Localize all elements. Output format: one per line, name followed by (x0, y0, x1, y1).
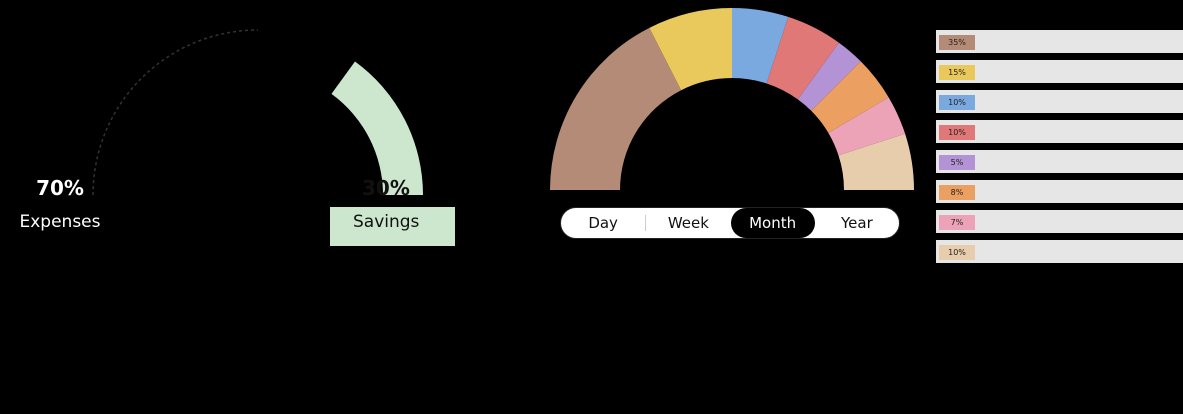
legend-swatch: 7% (939, 215, 975, 230)
category-breakdown-gauge (550, 8, 915, 191)
savings-label-box (330, 207, 455, 246)
legend-item: 8% (936, 180, 1183, 203)
tab-week[interactable]: Week (667, 214, 709, 232)
donut-segment (828, 97, 906, 156)
legend-item: 7% (936, 210, 1183, 233)
legend-item: 10% (936, 120, 1183, 143)
legend-swatch: 10% (939, 95, 975, 110)
legend-item: 10% (936, 240, 1183, 263)
legend-swatch: 10% (939, 125, 975, 140)
legend-item: 35% (936, 30, 1183, 53)
savings-percent: 30% (362, 176, 410, 200)
tab-month[interactable]: Month (730, 208, 815, 238)
donut-segment (732, 8, 789, 84)
legend-item: 10% (936, 90, 1183, 113)
legend-swatch: 5% (939, 155, 975, 170)
tab-year[interactable]: Year (840, 214, 873, 232)
donut-segment (811, 61, 889, 133)
legend-item: 5% (936, 150, 1183, 173)
period-tabs: Day Week Month Year (560, 207, 900, 239)
expenses-label: Expenses (19, 212, 101, 232)
legend-swatch: 10% (939, 245, 975, 260)
savings-label: Savings (353, 212, 420, 232)
expenses-savings-gauge (92, 29, 423, 196)
gauge-segment-savings (331, 61, 423, 196)
legend-swatch: 8% (939, 185, 975, 200)
tab-day[interactable]: Day (588, 214, 618, 232)
donut-segment (766, 16, 839, 100)
donut-segment (550, 27, 682, 191)
legend-item: 15% (936, 60, 1183, 83)
legend-swatch: 15% (939, 65, 975, 80)
expenses-percent: 70% (36, 176, 84, 200)
donut-segment (797, 42, 861, 111)
gauge-segment-expenses (93, 30, 355, 196)
tab-divider (645, 215, 647, 231)
donut-segment (838, 133, 915, 190)
expenses-arc-outline (92, 29, 259, 196)
donut-segment (649, 8, 732, 91)
legend-swatch: 35% (939, 35, 975, 50)
